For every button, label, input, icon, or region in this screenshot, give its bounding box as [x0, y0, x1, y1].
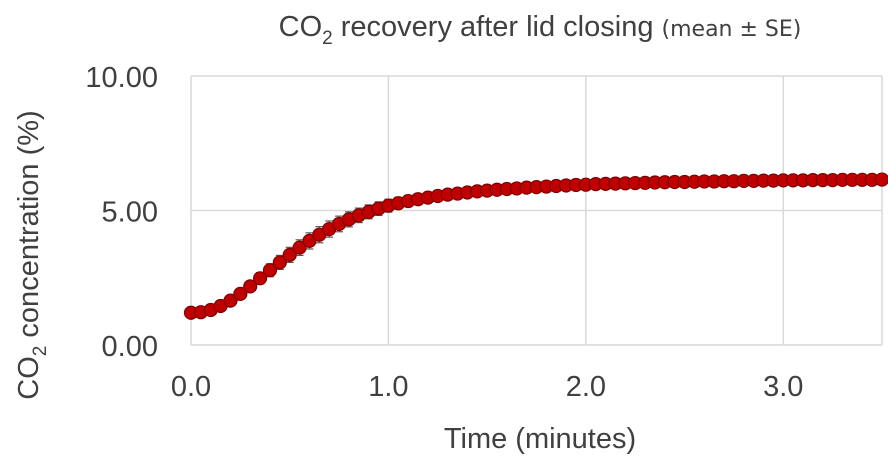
y-tick-label: 0.00 — [102, 331, 158, 363]
data-point — [243, 279, 258, 294]
data-point — [253, 271, 268, 286]
x-tick-labels: 0.0 1.0 2.0 3.0 — [171, 371, 804, 403]
data-point — [223, 293, 238, 308]
y-tick-label: 5.00 — [102, 197, 158, 229]
x-tick-label: 1.0 — [368, 371, 408, 403]
chart-title: CO2 recovery after lid closing (mean ± S… — [279, 11, 802, 49]
gridlines — [190, 75, 883, 346]
data-point — [272, 255, 287, 270]
y-axis-label: CO2 concentration (%) — [13, 110, 51, 399]
error-bars — [187, 177, 886, 315]
data-point — [233, 286, 248, 301]
chart-title-note: (mean ± SE) — [662, 17, 802, 42]
y-tick-labels: 0.00 5.00 10.00 — [85, 62, 158, 363]
data-point — [262, 263, 278, 278]
y-tick-label: 10.00 — [85, 62, 158, 94]
x-tick-label: 3.0 — [763, 371, 803, 403]
x-tick-label: 0.0 — [171, 371, 211, 403]
data-points — [183, 172, 888, 320]
data-point — [874, 172, 888, 187]
data-point — [292, 240, 307, 255]
x-tick-label: 2.0 — [566, 371, 606, 403]
x-axis-label: Time (minutes) — [444, 423, 636, 455]
data-point — [282, 247, 297, 262]
